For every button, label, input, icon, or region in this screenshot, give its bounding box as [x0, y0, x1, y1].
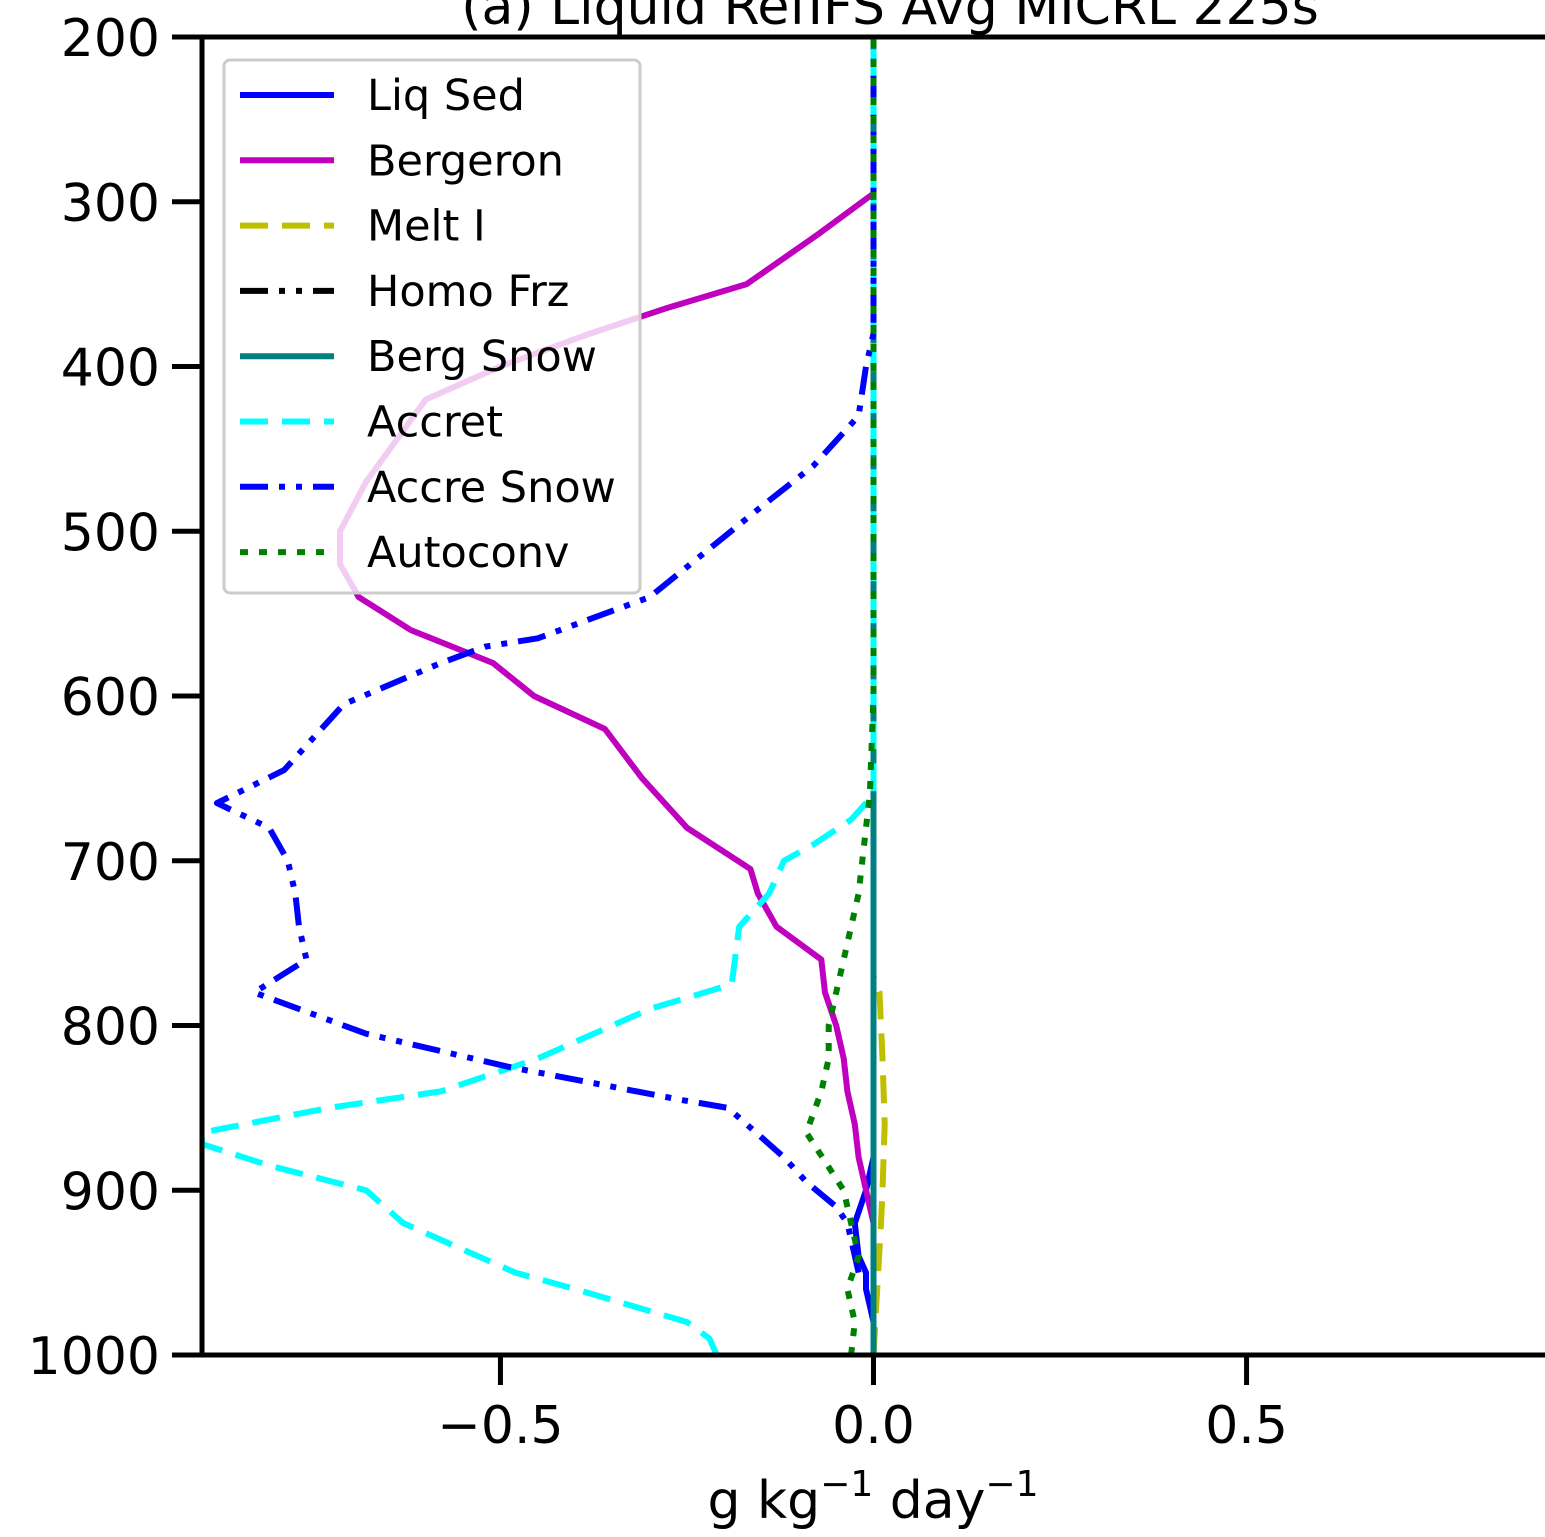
legend-items: Liq Sed Bergeron Melt I Homo Frz Berg Snow Ac…: [240, 71, 616, 578]
x-axis-title-exp2: −1: [985, 1464, 1038, 1505]
y-tick-label: 1000: [28, 1327, 160, 1387]
x-axis-title-exp1: −1: [820, 1464, 873, 1505]
series-layer: [202, 37, 888, 1355]
legend-label-bergeron: Bergeron: [367, 136, 564, 186]
legend: Liq Sed Bergeron Melt I Homo Frz Berg Snow Ac…: [222, 58, 642, 595]
ticks-layer: 200 300 400 500 600 700 800 900 1000 −0.5 0.0 0.5: [28, 9, 1288, 1456]
y-tick-label: 200: [61, 9, 160, 69]
y-tick-label: 300: [61, 174, 160, 234]
series-line-accre-snow: [213, 37, 877, 1274]
y-tick-label: 500: [61, 503, 160, 563]
legend-label-accre-snow: Accre Snow: [367, 463, 616, 513]
series-line-autoconv: [803, 37, 877, 1355]
legend-label-autoconv: Autoconv: [367, 528, 570, 578]
y-tick-label: 900: [61, 1162, 160, 1222]
x-axis-title-unit-day: day: [873, 1471, 985, 1531]
chart-title: (a) Liquid RefIFS Avg MICRL 225s: [461, 0, 1319, 37]
y-tick-label: 700: [61, 833, 160, 893]
legend-label-melt-i: Melt I: [367, 202, 486, 252]
x-tick-label: 0.5: [1205, 1396, 1288, 1456]
y-tick-label: 400: [61, 339, 160, 399]
x-axis-title: g kg−1 day−1: [707, 1464, 1038, 1531]
legend-label-berg-snow: Berg Snow: [367, 332, 597, 382]
legend-label-homo-frz: Homo Frz: [367, 267, 569, 317]
series-line-accret: [202, 37, 877, 1355]
legend-box: [222, 58, 642, 595]
x-axis-title-unit-g: g kg: [707, 1471, 820, 1531]
x-tick-label: −0.5: [437, 1396, 563, 1456]
x-tick-label: 0.0: [832, 1396, 915, 1456]
y-tick-label: 600: [61, 668, 160, 728]
y-tick-label: 800: [61, 998, 160, 1058]
legend-label-liq-sed: Liq Sed: [367, 71, 525, 121]
legend-label-accret: Accret: [367, 398, 503, 448]
series-line-melt-i: [870, 37, 888, 1355]
